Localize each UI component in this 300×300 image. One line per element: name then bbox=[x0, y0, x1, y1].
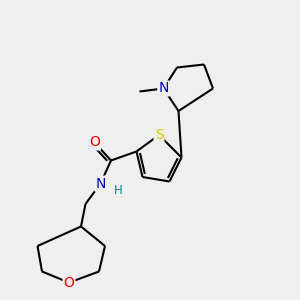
Text: O: O bbox=[64, 276, 74, 289]
Text: S: S bbox=[154, 128, 164, 142]
Text: H: H bbox=[114, 184, 123, 197]
Text: O: O bbox=[89, 136, 100, 149]
Text: N: N bbox=[95, 177, 106, 190]
Text: N: N bbox=[158, 82, 169, 95]
